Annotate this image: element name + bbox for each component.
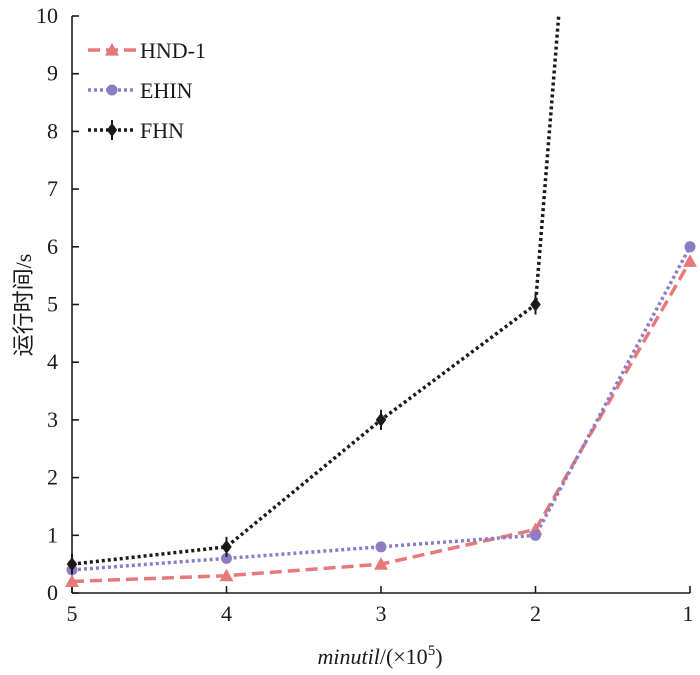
legend-marker-hnd-1 [105,43,119,56]
y-tick-label: 3 [47,407,58,432]
data-point-hnd-1 [683,254,697,267]
legend-marker-ehin [106,84,118,96]
data-point-ehin [684,241,696,253]
legend-label-fhn: FHN [140,118,184,143]
x-tick-label: 3 [376,601,387,626]
legend-label-ehin: EHIN [140,78,193,103]
y-tick-label: 9 [47,61,58,86]
x-axis-title-exponent: 5 [428,643,436,659]
legend-label-hnd-1: HND-1 [140,38,206,63]
data-point-ehin [221,552,232,564]
data-point-hnd-1 [65,574,79,588]
x-axis-title-variable: minutil [317,644,379,669]
x-tick-label: 2 [530,601,541,626]
x-tick-label: 5 [67,601,78,626]
y-tick-label: 0 [47,580,58,605]
y-tick-label: 6 [47,234,58,259]
x-axis-title-close: ) [435,644,442,669]
y-tick-label: 5 [47,292,58,317]
data-point-ehin [530,529,541,541]
x-axis-title: minutil/(×105) [317,643,442,669]
data-point-hnd-1 [374,557,388,570]
y-tick-label: 10 [36,3,58,28]
y-tick-label: 7 [47,176,58,201]
y-axis-title: 运行时间/s [11,254,36,357]
axes: 0 1 2 3 4 5 6 7 8 9 10 5 4 3 2 1 [36,3,694,626]
y-tick-label: 1 [47,522,58,547]
y-tick-label: 8 [47,118,58,143]
series-layer [65,15,697,588]
legend: HND-1 EHIN FHN [88,38,206,143]
legend-item-ehin: EHIN [88,78,193,103]
legend-item-fhn: FHN [88,118,184,143]
data-point-ehin [375,541,387,553]
series-ehin [66,241,696,576]
x-tick-label: 1 [683,601,694,626]
series-line-ehin [71,245,692,572]
y-tick-label: 2 [47,465,58,490]
series-fhn [66,15,561,575]
legend-item-hnd-1: HND-1 [88,38,206,63]
x-axis-title-unit: /(×10 [380,644,428,669]
data-point-hnd-1 [219,568,234,582]
x-tick-label: 4 [221,601,232,626]
y-tick-label: 4 [47,349,58,374]
